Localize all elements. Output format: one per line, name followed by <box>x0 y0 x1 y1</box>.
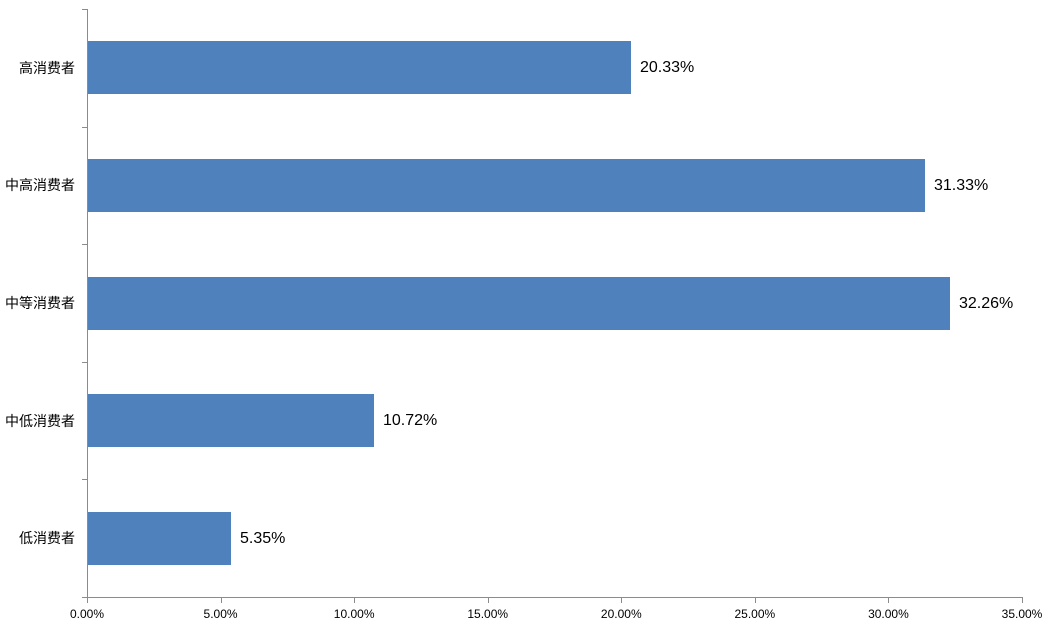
bar <box>88 394 374 448</box>
category-label: 中高消费者 <box>5 177 75 194</box>
data-label: 32.26% <box>959 294 1014 312</box>
y-axis-tick <box>82 9 87 10</box>
x-axis-tick <box>354 598 356 603</box>
x-axis-tick <box>888 598 890 603</box>
x-axis-tick <box>487 598 489 603</box>
plot-area <box>87 9 1023 598</box>
y-axis-tick <box>82 126 87 128</box>
x-axis-tick-label: 35.00% <box>1001 607 1043 621</box>
y-axis-tick <box>82 597 87 598</box>
category-label: 中等消费者 <box>5 295 75 311</box>
category-label: 高消费者 <box>19 59 75 76</box>
y-axis-crossing-tick <box>87 598 88 603</box>
category-label: 中低消费者 <box>5 412 75 429</box>
x-axis-tick-label: 0.00% <box>69 607 105 621</box>
bar <box>88 276 950 330</box>
data-label: 31.33% <box>934 176 989 194</box>
bar <box>88 158 925 212</box>
x-axis-tick-label: 20.00% <box>600 607 642 621</box>
x-axis-tick-label: 5.00% <box>203 607 238 621</box>
x-axis-tick <box>220 598 222 603</box>
x-axis-tick <box>1022 598 1023 603</box>
data-label: 20.33% <box>640 59 695 77</box>
y-axis-tick <box>82 479 87 481</box>
x-axis-tick-label: 10.00% <box>333 607 375 621</box>
data-label: 10.72% <box>383 412 438 430</box>
bar <box>88 511 231 565</box>
x-axis-tick <box>754 598 756 603</box>
x-axis-tick <box>621 598 623 603</box>
data-label: 5.35% <box>240 529 286 547</box>
y-axis-tick <box>82 244 87 246</box>
category-label: 低消费者 <box>19 530 75 547</box>
x-axis-tick-label: 15.00% <box>467 607 509 621</box>
x-axis-tick-label: 25.00% <box>734 607 776 621</box>
y-axis-tick <box>82 361 87 363</box>
bar <box>88 41 631 95</box>
x-axis-tick-label: 30.00% <box>868 607 909 621</box>
